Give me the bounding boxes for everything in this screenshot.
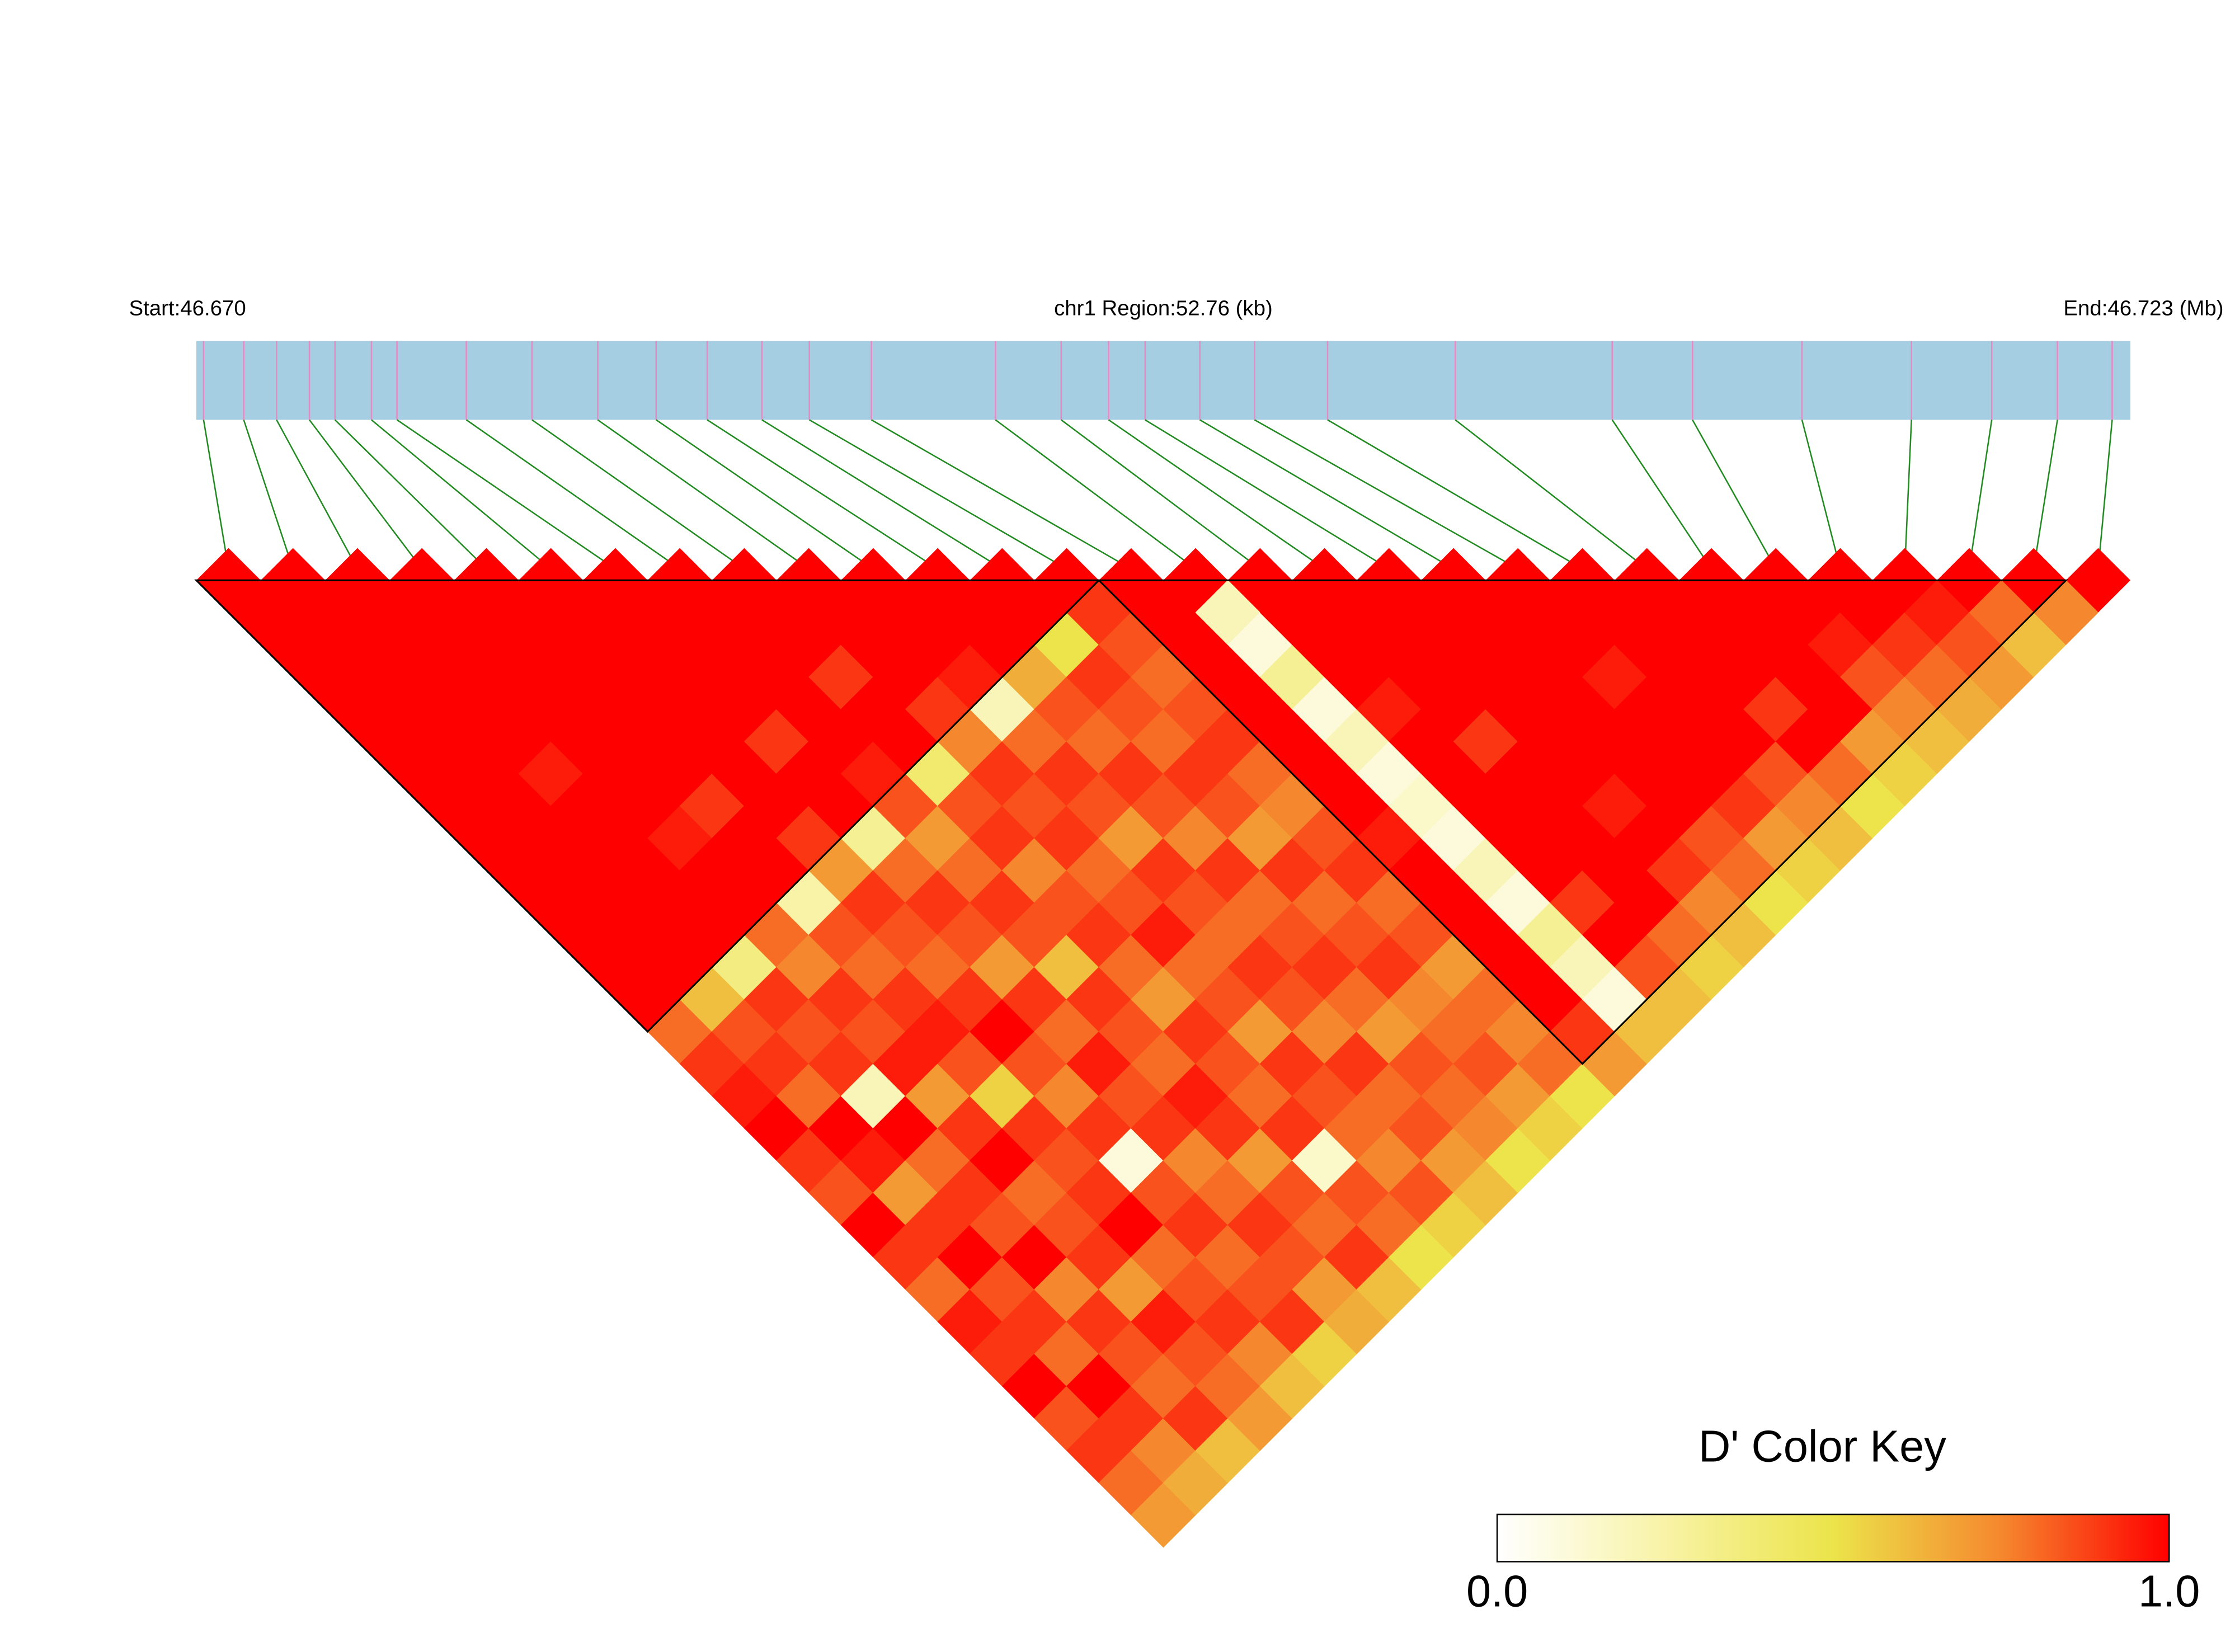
snp-link-line	[2097, 420, 2113, 569]
snp-link-line	[707, 419, 938, 570]
snp-link-line	[243, 420, 294, 570]
snp-link-line	[1327, 419, 1583, 570]
snp-link-line	[309, 419, 423, 570]
region-label: chr1 Region:52.76 (kb)	[1054, 296, 1273, 320]
ld-block	[1097, 579, 2068, 1065]
snp-link-line	[1254, 419, 1518, 570]
snp-link-line	[531, 419, 745, 570]
snp-link-line	[761, 419, 1003, 570]
snp-link-line	[465, 419, 680, 570]
snp-link-line	[995, 419, 1196, 570]
snp-link-line	[396, 419, 616, 570]
snp-link-line	[1455, 419, 1648, 570]
colorbar	[1496, 1513, 2170, 1562]
snp-link-line	[1611, 419, 1712, 570]
snp-link-line	[334, 419, 487, 570]
snp-link-line	[203, 420, 229, 570]
colorbar-title: D' Color Key	[1698, 1422, 1946, 1471]
snp-link-line	[1061, 419, 1261, 570]
snp-link-line	[2032, 420, 2058, 570]
ld-block	[194, 579, 1101, 1033]
snp-link-line	[371, 419, 552, 570]
snp-link-line	[1968, 420, 1993, 570]
colorbar-tick-label: 0.0	[1466, 1566, 1528, 1616]
snp-link-line	[276, 419, 359, 570]
colorbar-tick-label: 1.0	[2138, 1566, 2200, 1616]
snp-link-line	[1145, 419, 1390, 570]
start-label: Start:46.670	[129, 296, 246, 320]
snp-link-line	[656, 419, 874, 570]
end-label: End:46.723 (Mb)	[2063, 296, 2223, 320]
snp-link-line	[597, 419, 810, 570]
snp-link-line	[1199, 419, 1454, 570]
snp-link-line	[871, 419, 1132, 570]
snp-link-line	[1108, 419, 1325, 570]
snp-link-line	[1692, 419, 1777, 570]
snp-link-line	[809, 419, 1067, 570]
snp-link-line	[1904, 420, 1912, 569]
position-bar	[196, 341, 2131, 420]
snp-link-line	[1801, 420, 1841, 570]
